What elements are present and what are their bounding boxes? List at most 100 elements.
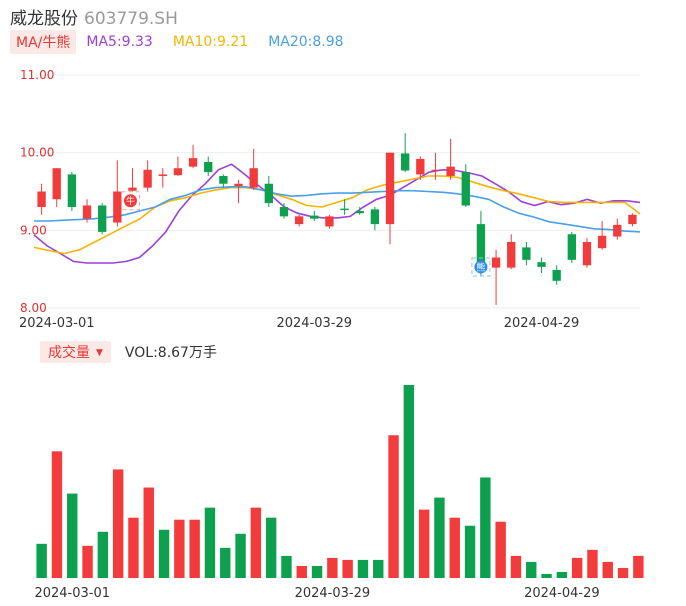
price-axis: 11.00 10.00 9.00 8.00 bbox=[20, 68, 54, 315]
candle-body bbox=[401, 153, 410, 171]
volume-bar bbox=[220, 547, 231, 578]
volume-bar bbox=[143, 487, 154, 578]
ma10-line bbox=[33, 175, 641, 255]
candle-body bbox=[446, 166, 455, 176]
date-tick-label: 2024-03-01 bbox=[19, 316, 95, 331]
volume-date-tick-label: 2024-04-29 bbox=[524, 586, 600, 601]
candle-body bbox=[98, 205, 107, 232]
candle-body bbox=[522, 247, 531, 260]
candle-body bbox=[279, 207, 289, 217]
volume-bar bbox=[495, 521, 506, 578]
signal-badges: 牛熊 bbox=[120, 191, 491, 277]
candle-body bbox=[249, 168, 258, 188]
volume-bar bbox=[480, 477, 491, 578]
candle-body bbox=[82, 205, 92, 219]
volume-bar bbox=[281, 555, 292, 578]
bull-badge-frame bbox=[120, 191, 140, 211]
volume-bar bbox=[617, 567, 629, 578]
candle-body bbox=[325, 216, 334, 227]
candle-body bbox=[416, 158, 425, 175]
volume-date-tick-label: 2024-03-01 bbox=[34, 586, 110, 601]
volume-date-tick-label: 2024-03-29 bbox=[295, 586, 371, 601]
candle-body bbox=[476, 224, 486, 263]
candle-body bbox=[613, 224, 622, 237]
candle-body bbox=[537, 262, 546, 267]
volume-bar bbox=[327, 557, 338, 578]
candle-body bbox=[188, 158, 198, 167]
candle-body bbox=[37, 191, 46, 208]
candle-body bbox=[264, 183, 273, 204]
candle-body bbox=[204, 161, 213, 173]
volume-bar bbox=[67, 493, 78, 578]
volume-bar bbox=[97, 531, 109, 578]
ma-lines bbox=[33, 163, 641, 264]
price-tick-label: 10.00 bbox=[20, 146, 54, 160]
date-tick-label: 2024-04-29 bbox=[504, 316, 580, 331]
date-tick-label: 2024-03-29 bbox=[276, 316, 352, 331]
price-tick-label: 8.00 bbox=[20, 301, 47, 315]
volume-bar bbox=[403, 385, 415, 578]
volume-bar bbox=[633, 555, 644, 578]
price-tick-label: 9.00 bbox=[20, 223, 47, 237]
bear-badge-label: 熊 bbox=[476, 261, 485, 273]
volume-bar bbox=[235, 533, 246, 578]
volume-bar bbox=[571, 557, 583, 578]
candle-body bbox=[491, 257, 501, 268]
candle-body bbox=[552, 269, 561, 281]
candle-body bbox=[143, 169, 152, 188]
candle-body bbox=[582, 241, 592, 266]
candle-body bbox=[355, 210, 364, 214]
candle-body bbox=[234, 183, 243, 187]
volume-bar bbox=[434, 497, 445, 578]
candle-body bbox=[628, 214, 637, 225]
stock-code: 603779.SH bbox=[84, 9, 178, 29]
ma-legend: MA/牛熊 MA5:9.33 MA10:9.21 MA20:8.98 bbox=[10, 30, 344, 54]
candle-body bbox=[173, 168, 183, 176]
volume-bar bbox=[342, 559, 353, 578]
volume-legend: 成交量 ▼ VOL:8.67万手 bbox=[40, 341, 217, 363]
ma-selector-button[interactable]: MA/牛熊 bbox=[10, 30, 77, 54]
price-grid bbox=[34, 74, 640, 309]
volume-selector-button[interactable]: 成交量 ▼ bbox=[40, 341, 111, 363]
bear-badge bbox=[474, 260, 488, 274]
candle-body bbox=[310, 215, 319, 219]
volume-bar bbox=[388, 435, 399, 578]
volume-bar bbox=[296, 565, 307, 578]
volume-bar bbox=[418, 509, 430, 578]
volume-bar bbox=[82, 545, 93, 578]
volume-value: VOL:8.67万手 bbox=[124, 345, 217, 361]
candle-body bbox=[67, 174, 77, 208]
ma20-legend: MA20:8.98 bbox=[268, 34, 344, 50]
volume-bar bbox=[158, 529, 170, 578]
candle-body bbox=[567, 234, 576, 260]
volume-bar bbox=[587, 549, 598, 578]
candles bbox=[37, 133, 637, 305]
volume-bar bbox=[112, 469, 124, 578]
volume-bar bbox=[204, 507, 216, 578]
volume-bar bbox=[189, 519, 200, 578]
candle-body bbox=[219, 175, 228, 184]
volume-bar bbox=[373, 559, 384, 578]
candle-body bbox=[431, 169, 440, 171]
volume-bar bbox=[250, 507, 262, 578]
volume-bar bbox=[526, 561, 537, 578]
volume-bar bbox=[602, 561, 613, 578]
candle-body bbox=[158, 174, 167, 176]
volume-date-axis: 2024-03-01 2024-03-29 2024-04-29 bbox=[34, 586, 599, 601]
candle-body bbox=[113, 191, 122, 223]
candle-body bbox=[597, 235, 607, 249]
volume-selector-label: 成交量 bbox=[48, 345, 90, 361]
volume-bar bbox=[464, 525, 476, 578]
volume-bar bbox=[541, 573, 552, 578]
volume-bar bbox=[556, 571, 568, 578]
candle-body bbox=[461, 172, 470, 206]
volume-bars bbox=[36, 385, 644, 578]
volume-bar bbox=[174, 519, 185, 578]
ma5-line bbox=[33, 163, 641, 264]
ma10-legend: MA10:9.21 bbox=[172, 34, 249, 50]
volume-bar bbox=[36, 543, 47, 578]
ma5-legend: MA5:9.33 bbox=[86, 34, 153, 50]
volume-bar bbox=[357, 559, 369, 578]
candle-body bbox=[385, 152, 395, 225]
